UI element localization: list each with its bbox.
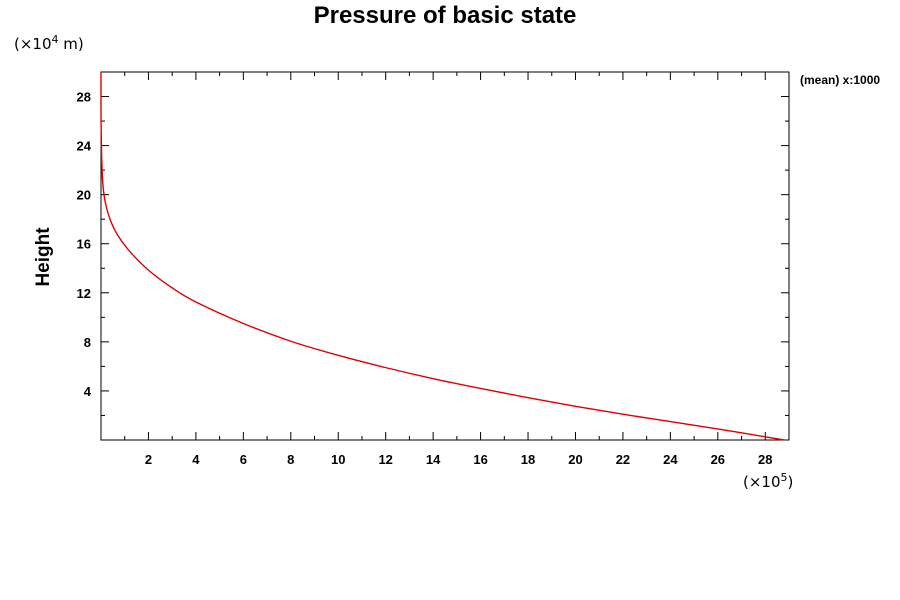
x-tick-label: 6: [240, 452, 247, 467]
mean-annotation: (mean) x:1000: [800, 73, 880, 87]
y-tick-label: 4: [84, 384, 92, 399]
x-unit-label: (×105): [743, 471, 793, 491]
x-tick-label: 8: [287, 452, 294, 467]
x-tick-label: 24: [663, 452, 678, 467]
y-tick-label: 24: [77, 139, 92, 154]
y-tick-label: 8: [84, 335, 91, 350]
y-unit-label: (×104 m): [14, 33, 84, 53]
x-tick-label: 18: [521, 452, 535, 467]
y-tick-label: 20: [77, 188, 91, 203]
x-tick-label: 2: [145, 452, 152, 467]
plot-frame: [100, 71, 790, 441]
x-unit-suffix: ): [788, 473, 794, 491]
x-tick-label: 10: [331, 452, 345, 467]
axis-ticks: [101, 72, 789, 440]
y-unit-exponent: 4: [52, 33, 59, 46]
x-tick-label: 16: [473, 452, 487, 467]
x-tick-label: 28: [758, 452, 772, 467]
y-axis-label: Height: [33, 227, 54, 287]
x-tick-label: 12: [378, 452, 392, 467]
y-unit-suffix: m): [59, 35, 84, 53]
chart-title: Pressure of basic state: [314, 2, 577, 29]
x-unit-exponent: 5: [781, 471, 788, 484]
x-tick-label: 4: [192, 452, 200, 467]
y-unit-prefix: (×10: [14, 35, 52, 53]
x-tick-label: 26: [711, 452, 725, 467]
y-tick-label: 12: [77, 286, 91, 301]
pressure-curve: [100, 72, 785, 441]
x-tick-label: 22: [616, 452, 630, 467]
x-tick-label: 14: [426, 452, 441, 467]
x-unit-prefix: (×10: [743, 473, 781, 491]
y-tick-label: 16: [77, 237, 91, 252]
y-tick-label: 28: [77, 90, 91, 105]
x-tick-label: 20: [568, 452, 582, 467]
